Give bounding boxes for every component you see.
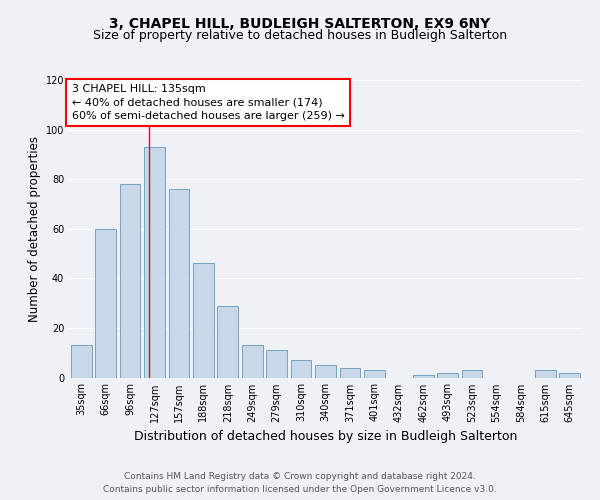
Bar [290, 360, 311, 378]
Bar [217, 306, 238, 378]
Text: Contains public sector information licensed under the Open Government Licence v3: Contains public sector information licen… [103, 485, 497, 494]
Bar [144, 147, 165, 378]
Text: Contains HM Land Registry data © Crown copyright and database right 2024.: Contains HM Land Registry data © Crown c… [124, 472, 476, 481]
Bar [340, 368, 361, 378]
Bar [413, 375, 434, 378]
Bar [461, 370, 482, 378]
Bar [71, 346, 92, 378]
Bar [364, 370, 385, 378]
Bar [193, 264, 214, 378]
Bar [437, 372, 458, 378]
Text: 3 CHAPEL HILL: 135sqm
← 40% of detached houses are smaller (174)
60% of semi-det: 3 CHAPEL HILL: 135sqm ← 40% of detached … [71, 84, 344, 121]
Bar [315, 365, 336, 378]
Bar [95, 229, 116, 378]
X-axis label: Distribution of detached houses by size in Budleigh Salterton: Distribution of detached houses by size … [134, 430, 517, 443]
Text: 3, CHAPEL HILL, BUDLEIGH SALTERTON, EX9 6NY: 3, CHAPEL HILL, BUDLEIGH SALTERTON, EX9 … [109, 18, 491, 32]
Y-axis label: Number of detached properties: Number of detached properties [28, 136, 41, 322]
Bar [559, 372, 580, 378]
Text: Size of property relative to detached houses in Budleigh Salterton: Size of property relative to detached ho… [93, 29, 507, 42]
Bar [119, 184, 140, 378]
Bar [266, 350, 287, 378]
Bar [169, 189, 190, 378]
Bar [535, 370, 556, 378]
Bar [242, 346, 263, 378]
